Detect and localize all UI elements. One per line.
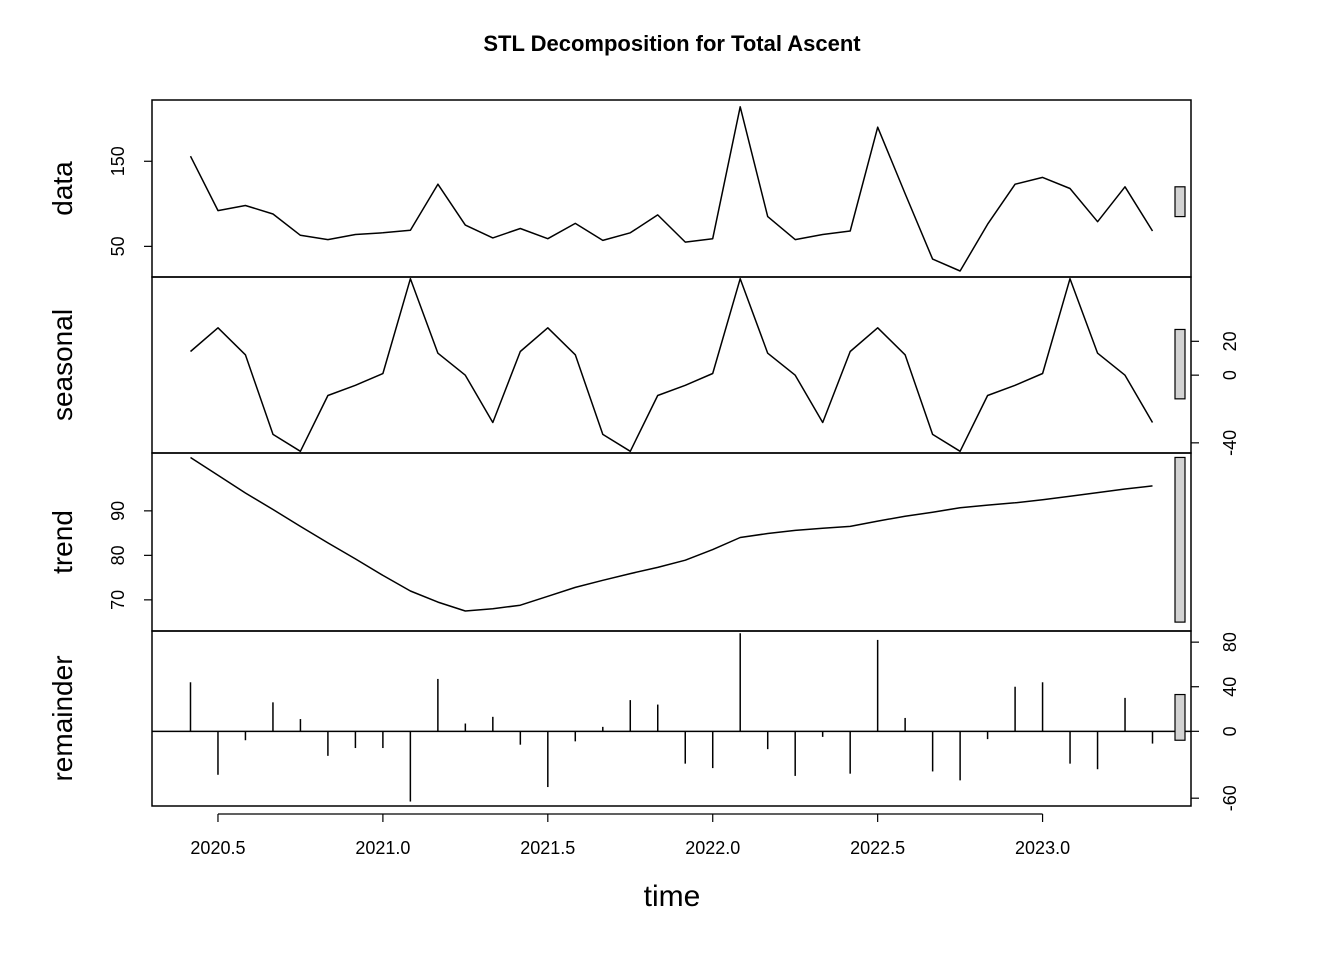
panel-data: data 50 150 bbox=[47, 99, 1192, 278]
panel-frame-remainder bbox=[151, 630, 1192, 807]
panel-label-seasonal: seasonal bbox=[47, 309, 78, 421]
panel-remainder: remainder -60 0 40 80 bbox=[47, 630, 1240, 811]
panel-trend: trend 70 80 90 bbox=[47, 452, 1192, 632]
panel-label-trend: trend bbox=[47, 510, 78, 574]
x-tick-label-3: 2022.0 bbox=[685, 838, 740, 858]
series-line-seasonal bbox=[190, 277, 1154, 453]
scale-bar-remainder bbox=[1174, 693, 1186, 741]
x-tick-label-0: 2020.5 bbox=[190, 838, 245, 858]
series-line-data bbox=[189, 106, 1154, 272]
y-tick-label-trend-1: 80 bbox=[108, 545, 128, 565]
y-tick-label-seasonal-1: 0 bbox=[1220, 370, 1240, 380]
y-tick-label-trend-2: 90 bbox=[108, 501, 128, 521]
panels: data 50 150 seasonal -40 0 20 trend 70 80 90 remain… bbox=[47, 99, 1240, 811]
y-tick-label-remainder-2: 40 bbox=[1220, 677, 1240, 697]
scale-bar-seasonal bbox=[1174, 328, 1186, 400]
y-tick-label-remainder-0: -60 bbox=[1220, 785, 1240, 811]
y-tick-label-trend-0: 70 bbox=[108, 590, 128, 610]
panel-frame-trend bbox=[151, 452, 1192, 632]
y-tick-label-data-1: 150 bbox=[108, 146, 128, 176]
y-tick-label-remainder-1: 0 bbox=[1220, 726, 1240, 736]
panel-seasonal: seasonal -40 0 20 bbox=[47, 276, 1240, 456]
panel-frame-data bbox=[151, 99, 1192, 278]
x-tick-label-2: 2021.5 bbox=[520, 838, 575, 858]
x-axis-label: time bbox=[644, 880, 701, 913]
scale-bar-trend bbox=[1174, 456, 1186, 623]
series-line-trend bbox=[190, 456, 1153, 612]
y-tick-label-seasonal-0: -40 bbox=[1220, 430, 1240, 456]
x-tick-label-4: 2022.5 bbox=[850, 838, 905, 858]
x-tick-label-5: 2023.0 bbox=[1015, 838, 1070, 858]
panel-frame-seasonal bbox=[151, 276, 1192, 454]
x-axis: 2020.5 2021.0 2021.5 2022.0 2022.5 2023.0 bbox=[190, 813, 1070, 858]
y-tick-label-data-0: 50 bbox=[108, 236, 128, 256]
chart-title: STL Decomposition for Total Ascent bbox=[483, 31, 861, 56]
panel-label-remainder: remainder bbox=[47, 655, 78, 781]
scale-bar-data bbox=[1174, 186, 1186, 218]
panel-label-data: data bbox=[47, 161, 78, 216]
y-tick-label-seasonal-2: 20 bbox=[1220, 331, 1240, 351]
y-tick-label-remainder-3: 80 bbox=[1220, 632, 1240, 652]
x-tick-label-1: 2021.0 bbox=[355, 838, 410, 858]
